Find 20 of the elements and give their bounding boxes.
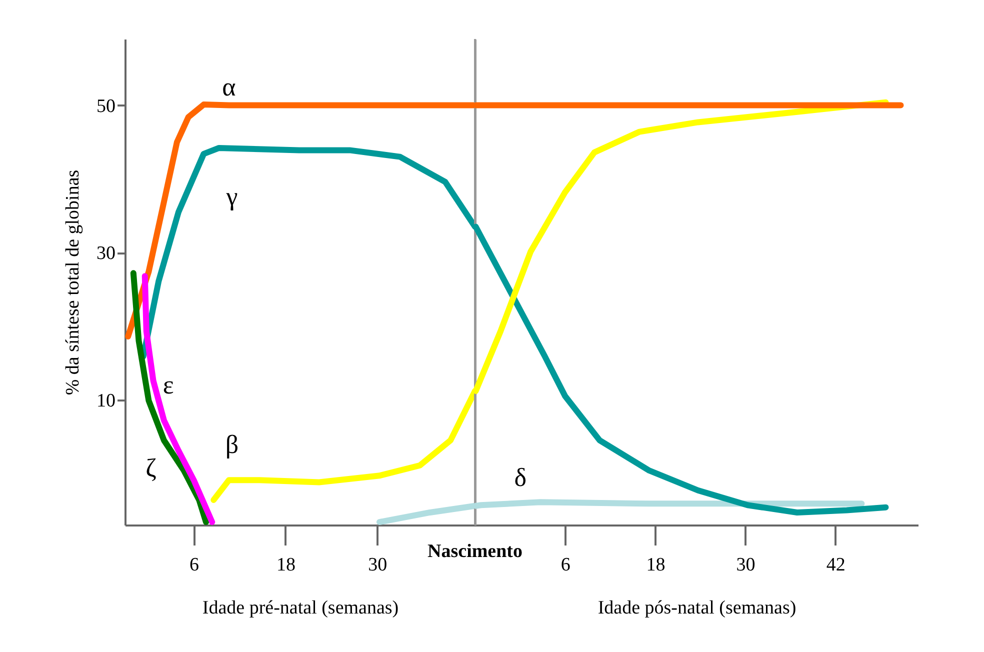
x-axis-title: Idade pré-natal (semanas) [202, 598, 399, 618]
y-tick-label: 10 [96, 390, 116, 412]
x-tick-label: 18 [276, 554, 296, 576]
x-tick-label: 18 [646, 554, 666, 576]
series-label: α [222, 72, 236, 102]
y-tick-label: 30 [96, 243, 116, 264]
x-tick-label: 30 [736, 554, 756, 576]
series-label: ε [162, 370, 174, 400]
series-label: γ [225, 182, 238, 211]
ref-line-label: Nascimento [428, 541, 522, 562]
y-tick-label: 50 [96, 96, 116, 117]
x-tick-label: 30 [368, 554, 388, 576]
y-axis-title: % da síntese total de globinas [62, 170, 84, 396]
series-label: ζ [146, 453, 157, 482]
x-tick-label: 6 [190, 554, 200, 576]
x-axis-title: Idade pós-natal (semanas) [598, 598, 796, 618]
series-label: β [225, 430, 239, 460]
x-tick-label: 42 [826, 554, 846, 576]
series-label: δ [514, 463, 526, 492]
x-tick-label: 6 [560, 554, 570, 576]
